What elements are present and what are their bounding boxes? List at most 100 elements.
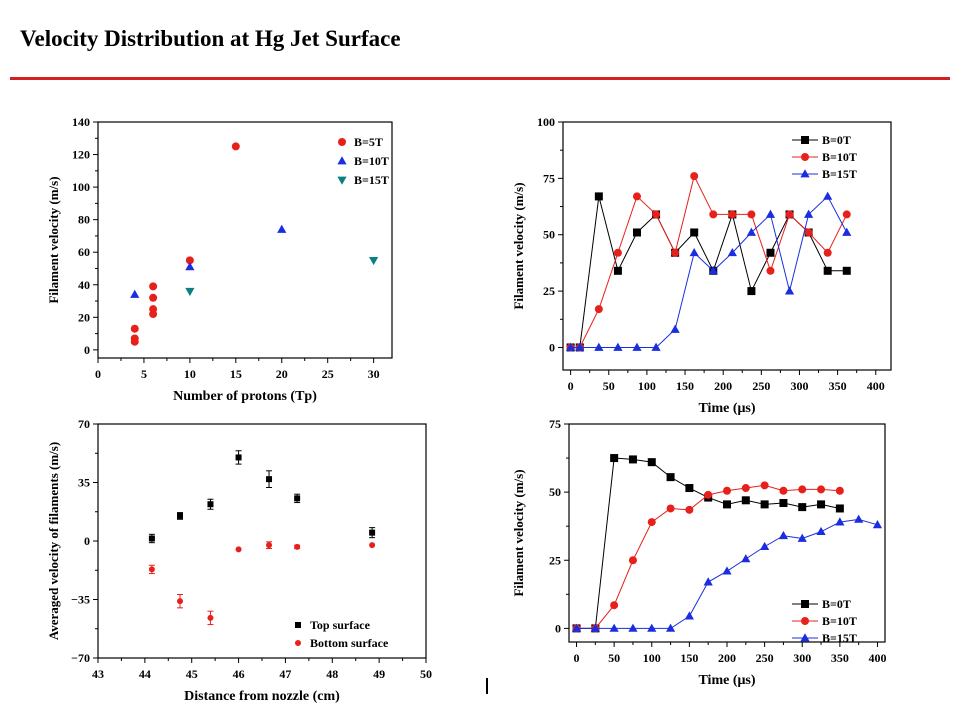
data-point <box>632 342 642 351</box>
plot-frame <box>562 121 892 371</box>
data-point <box>823 248 832 257</box>
data-point <box>177 598 183 605</box>
x-tick-label: 0 <box>568 379 574 393</box>
y-tick-label: 0 <box>84 343 90 357</box>
data-point <box>765 209 776 218</box>
y-tick-label: 0 <box>555 621 561 635</box>
data-point <box>727 247 737 257</box>
x-tick-label: 150 <box>680 651 698 665</box>
x-tick-label: 48 <box>326 667 338 681</box>
x-tick-label: 200 <box>718 651 736 665</box>
y-tick-label: 80 <box>78 213 90 227</box>
x-tick-label: 44 <box>139 667 151 681</box>
x-tick-label: 100 <box>643 651 661 665</box>
legend-label: B=5T <box>354 135 383 149</box>
data-point <box>704 490 713 499</box>
data-point <box>235 454 242 461</box>
y-tick-label: −35 <box>71 593 90 607</box>
legend-entry: Top surface <box>295 618 371 632</box>
series-line <box>570 174 848 348</box>
data-point <box>842 210 851 219</box>
y-tick-label: 25 <box>543 284 555 298</box>
x-tick-label: 49 <box>373 667 385 681</box>
data-point <box>610 454 619 463</box>
y-tick-label: 120 <box>72 148 90 162</box>
chart-velocity-time-upper: 0 50 100 150 200 250 300 350 400 0 25 50 75 100 Time (… <box>511 115 892 416</box>
chart-velocity-time-lower: 0 50 100 150 200 250 300 350 400 0 25 50 75 Time (μs)… <box>511 417 886 688</box>
data-point <box>647 458 656 467</box>
x-tick-label: 30 <box>368 367 380 381</box>
legend-entry: B=10T <box>337 154 389 168</box>
data-point <box>760 481 769 490</box>
data-point <box>266 542 273 549</box>
data-point <box>684 611 694 620</box>
data-point <box>651 342 661 351</box>
x-tick-label: 45 <box>186 667 198 681</box>
data-point <box>690 172 699 181</box>
legend-label: Top surface <box>310 618 371 632</box>
x-tick-label: 50 <box>608 651 620 665</box>
data-point <box>708 266 718 275</box>
data-point <box>842 266 851 275</box>
legend-marker <box>801 153 809 161</box>
y-tick-label: 0 <box>84 534 90 548</box>
data-point <box>185 256 194 265</box>
chart-proton-velocity: 0 5 10 15 20 25 30 0 20 40 60 80 100 120 140 Number of … <box>46 115 393 404</box>
data-point <box>566 342 576 351</box>
x-tick-label: 250 <box>752 379 770 393</box>
series-bottom-surface <box>148 541 376 626</box>
chart-averaged-velocity-distance: 43 44 45 46 47 48 49 50 −70 −35 0 35 70 Distance from… <box>46 417 432 704</box>
legend-marker <box>800 169 810 178</box>
plot-frame <box>97 121 393 359</box>
data-point <box>816 526 826 536</box>
legend-entry: Bottom surface <box>295 636 389 650</box>
data-point <box>804 209 814 218</box>
data-point <box>817 485 826 494</box>
data-point <box>823 266 832 275</box>
data-point <box>277 224 287 233</box>
legend-marker <box>800 633 810 642</box>
data-point <box>130 324 139 333</box>
data-point <box>666 473 675 482</box>
data-point <box>177 512 183 519</box>
legend-label: B=10T <box>822 150 857 164</box>
data-point <box>823 191 833 200</box>
legend-label: B=15T <box>822 167 857 181</box>
series-b-15t <box>185 256 379 297</box>
legend-label: Bottom surface <box>310 636 389 650</box>
divider-mark <box>486 678 488 694</box>
y-tick-label: 40 <box>78 278 90 292</box>
data-point <box>652 210 661 219</box>
data-point <box>835 504 844 513</box>
x-tick-label: 200 <box>714 379 732 393</box>
x-axis-label: Time (μs) <box>698 401 755 416</box>
x-tick-label: 250 <box>756 651 774 665</box>
series-b-10t <box>572 481 844 633</box>
data-point <box>632 192 641 201</box>
legend-marker <box>801 617 809 625</box>
data-point <box>690 228 699 237</box>
legend-marker <box>801 136 809 144</box>
x-tick-label: 20 <box>276 367 288 381</box>
y-axis-label: Filament velocity (m/s) <box>511 182 526 309</box>
data-point <box>703 577 713 586</box>
x-tick-label: 25 <box>322 367 334 381</box>
y-tick-label: 60 <box>78 245 90 259</box>
legend-marker <box>801 600 809 608</box>
plot-frame <box>97 423 427 659</box>
data-point <box>590 623 600 632</box>
y-axis-label: Filament velocity (m/s) <box>46 176 61 303</box>
legend-label: B=10T <box>354 154 389 168</box>
data-point <box>149 293 158 302</box>
legend-marker <box>337 176 347 185</box>
data-point <box>628 556 637 565</box>
data-point <box>665 623 676 632</box>
legend-entry: B=10T <box>792 614 857 628</box>
data-point <box>835 486 844 495</box>
data-point <box>647 518 656 527</box>
x-tick-label: 5 <box>141 367 147 381</box>
data-point <box>685 505 694 514</box>
data-point <box>741 496 750 505</box>
data-point <box>594 342 604 351</box>
data-point <box>798 485 807 494</box>
